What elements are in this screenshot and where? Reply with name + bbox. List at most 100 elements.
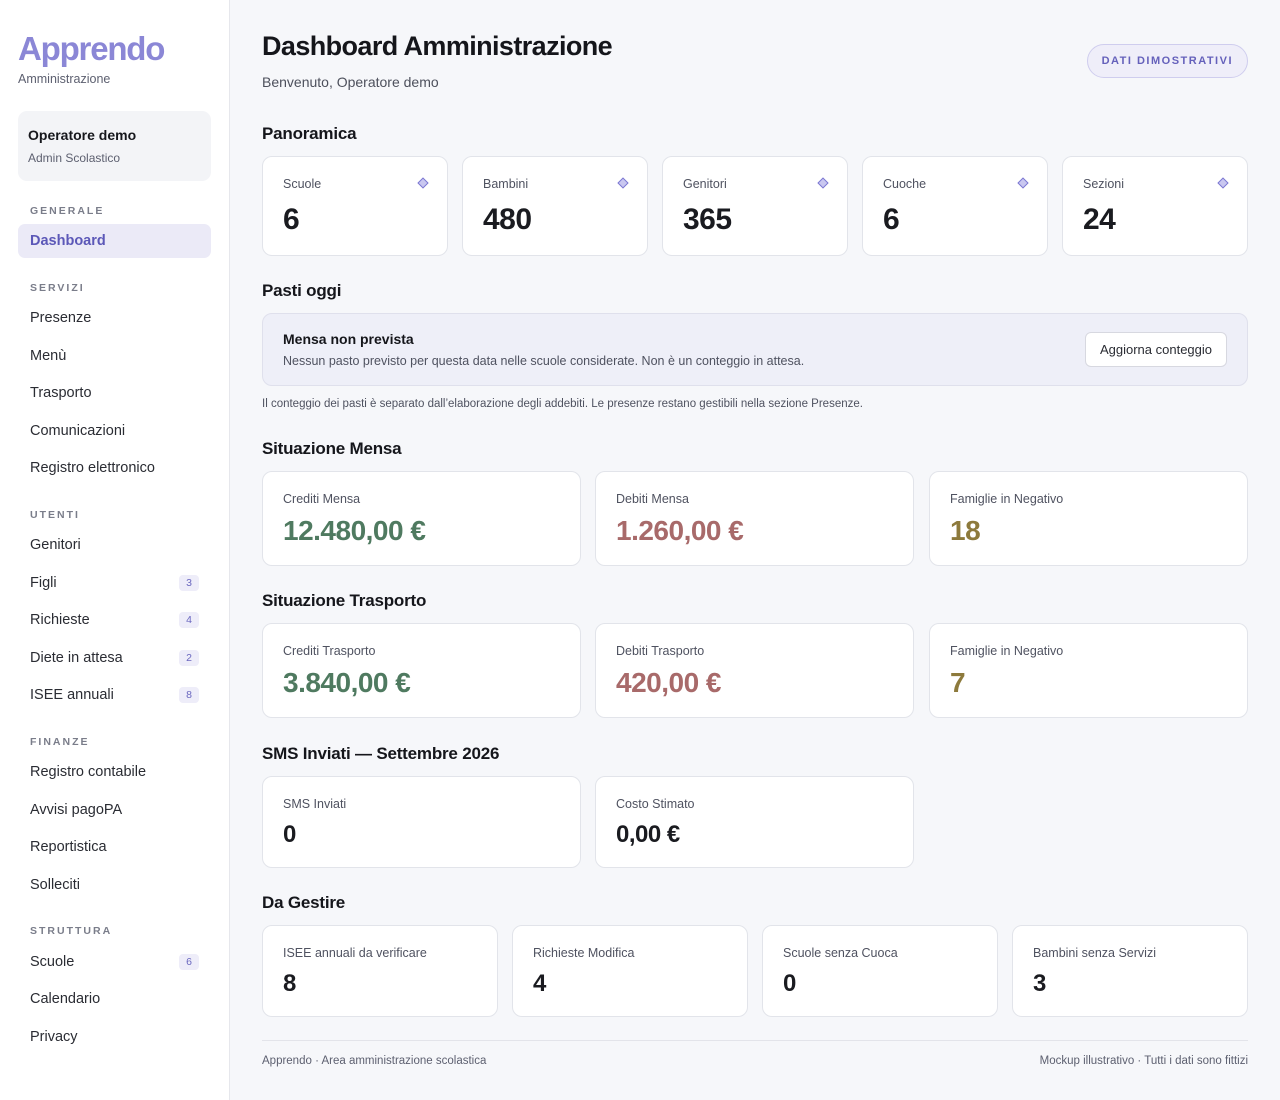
stat-card-debiti-mensa[interactable]: Debiti Mensa 1.260,00 € xyxy=(595,471,914,566)
nav-section-finanze: FINANZE xyxy=(30,736,90,748)
user-name: Operatore demo xyxy=(28,127,137,143)
welcome-text: Benvenuto, Operatore demo xyxy=(262,74,439,90)
stat-label: Bambini xyxy=(483,177,529,191)
stat-card-cuoche[interactable]: Cuoche 6 xyxy=(862,156,1048,256)
sidebar-item-label: Avvisi pagoPA xyxy=(30,802,123,818)
sidebar-item-calendario[interactable]: Calendario xyxy=(18,982,211,1016)
main-content: Dashboard Amministrazione Benvenuto, Ope… xyxy=(262,0,1248,1100)
todo-card-isee[interactable]: ISEE annuali da verificare 8 xyxy=(262,925,498,1017)
footer-left-text: Apprendo · Area amministrazione scolasti… xyxy=(262,1055,487,1067)
stat-value: 0,00 € xyxy=(616,821,680,848)
count-badge: 3 xyxy=(179,575,199,591)
sidebar-item-presenze[interactable]: Presenze xyxy=(18,301,211,335)
sidebar-item-comunicazioni[interactable]: Comunicazioni xyxy=(18,414,211,448)
sidebar-item-avvisi-pagopa[interactable]: Avvisi pagoPA xyxy=(18,793,211,827)
stat-value: 8 xyxy=(283,970,296,997)
brand-subtitle: Amministrazione xyxy=(18,72,111,86)
stat-value: 0 xyxy=(783,970,796,997)
stat-value: 1.260,00 € xyxy=(616,515,744,546)
stat-label: Genitori xyxy=(683,177,727,191)
sidebar-item-isee-annuali[interactable]: ISEE annuali 8 xyxy=(18,678,211,712)
stat-label: Sezioni xyxy=(1083,177,1124,191)
stat-value: 3 xyxy=(1033,970,1046,997)
sidebar-item-figli[interactable]: Figli 3 xyxy=(18,566,211,600)
stat-value: 6 xyxy=(283,203,300,236)
sidebar-item-label: Presenze xyxy=(30,310,92,326)
count-badge: 4 xyxy=(179,612,199,628)
sidebar-item-menu[interactable]: Menù xyxy=(18,339,211,373)
nav-section-utenti: UTENTI xyxy=(30,509,80,521)
diamond-icon xyxy=(1217,177,1229,189)
stat-card-sms-inviati[interactable]: SMS Inviati 0 xyxy=(262,776,581,868)
nav-section-struttura: STRUTTURA xyxy=(30,925,113,937)
stat-value: 24 xyxy=(1083,203,1116,236)
stat-label: Costo Stimato xyxy=(616,797,695,811)
stat-card-debiti-trasporto[interactable]: Debiti Trasporto 420,00 € xyxy=(595,623,914,718)
meal-status-description: Nessun pasto previsto per questa data ne… xyxy=(283,354,805,368)
stat-label: SMS Inviati xyxy=(283,797,347,811)
todo-card-bambini-senza-servizi[interactable]: Bambini senza Servizi 3 xyxy=(1012,925,1248,1017)
sidebar-item-label: Privacy xyxy=(30,1029,78,1045)
stat-label: Cuoche xyxy=(883,177,927,191)
stat-value: 6 xyxy=(883,203,900,236)
refresh-count-button[interactable]: Aggiorna conteggio xyxy=(1084,332,1227,367)
sidebar-item-reportistica[interactable]: Reportistica xyxy=(18,830,211,864)
sidebar-item-label: Menù xyxy=(30,348,67,364)
stat-label: Debiti Trasporto xyxy=(616,644,705,658)
diamond-icon xyxy=(617,177,629,189)
sidebar-item-solleciti[interactable]: Solleciti xyxy=(18,868,211,902)
stat-value: 0 xyxy=(283,821,296,848)
count-badge: 8 xyxy=(179,687,199,703)
stat-value: 420,00 € xyxy=(616,667,722,698)
stat-value: 12.480,00 € xyxy=(283,515,426,546)
sidebar-item-label: Registro contabile xyxy=(30,764,147,780)
stat-label: ISEE annuali da verificare xyxy=(283,946,427,960)
sidebar-item-label: Richieste xyxy=(30,612,90,628)
count-badge: 6 xyxy=(179,954,199,970)
sidebar-item-scuole[interactable]: Scuole 6 xyxy=(18,945,211,979)
sidebar-item-richieste[interactable]: Richieste 4 xyxy=(18,603,211,637)
meal-note: Il conteggio dei pasti è separato dall’e… xyxy=(262,398,863,410)
stat-card-genitori[interactable]: Genitori 365 xyxy=(662,156,848,256)
stat-value: 4 xyxy=(533,970,546,997)
stat-label: Scuole senza Cuoca xyxy=(783,946,898,960)
sidebar-item-label: Solleciti xyxy=(30,877,80,893)
stat-card-famiglie-negativo-trasporto[interactable]: Famiglie in Negativo 7 xyxy=(929,623,1248,718)
sidebar-item-genitori[interactable]: Genitori xyxy=(18,528,211,562)
todo-card-richieste-modifica[interactable]: Richieste Modifica 4 xyxy=(512,925,748,1017)
stat-value: 7 xyxy=(950,667,966,698)
stat-label: Debiti Mensa xyxy=(616,492,689,506)
sidebar-item-label: Figli xyxy=(30,575,57,591)
sidebar-item-diete-in-attesa[interactable]: Diete in attesa 2 xyxy=(18,641,211,675)
meal-status-title: Mensa non prevista xyxy=(283,331,414,347)
todo-card-scuole-senza-cuoca[interactable]: Scuole senza Cuoca 0 xyxy=(762,925,998,1017)
sidebar-item-label: Trasporto xyxy=(30,385,92,401)
brand-logo[interactable]: Apprendo xyxy=(18,30,165,67)
nav-section-servizi: SERVIZI xyxy=(30,282,85,294)
sidebar-item-registro-contabile[interactable]: Registro contabile xyxy=(18,755,211,789)
stat-card-costo-stimato[interactable]: Costo Stimato 0,00 € xyxy=(595,776,914,868)
stat-card-crediti-mensa[interactable]: Crediti Mensa 12.480,00 € xyxy=(262,471,581,566)
sidebar-item-label: Dashboard xyxy=(30,233,106,249)
stat-card-bambini[interactable]: Bambini 480 xyxy=(462,156,648,256)
sidebar-item-label: Registro elettronico xyxy=(30,460,155,476)
stat-label: Crediti Mensa xyxy=(283,492,361,506)
sidebar-item-registro-elettronico[interactable]: Registro elettronico xyxy=(18,451,211,485)
footer-right-text: Mockup illustrativo · Tutti i dati sono … xyxy=(1039,1055,1248,1067)
sidebar-item-privacy[interactable]: Privacy xyxy=(18,1020,211,1054)
stat-card-sezioni[interactable]: Sezioni 24 xyxy=(1062,156,1248,256)
sidebar-item-trasporto[interactable]: Trasporto xyxy=(18,376,211,410)
stat-card-scuole[interactable]: Scuole 6 xyxy=(262,156,448,256)
sidebar-item-label: Comunicazioni xyxy=(30,423,126,439)
sidebar-item-label: Genitori xyxy=(30,537,81,553)
stat-value: 480 xyxy=(483,203,532,236)
stat-label: Scuole xyxy=(283,177,322,191)
user-card: Operatore demo Admin Scolastico xyxy=(18,111,211,181)
stat-label: Crediti Trasporto xyxy=(283,644,376,658)
sidebar-item-dashboard[interactable]: Dashboard xyxy=(18,224,211,258)
stat-card-crediti-trasporto[interactable]: Crediti Trasporto 3.840,00 € xyxy=(262,623,581,718)
stat-card-famiglie-negativo-mensa[interactable]: Famiglie in Negativo 18 xyxy=(929,471,1248,566)
section-title-pasti-oggi: Pasti oggi xyxy=(262,281,342,300)
user-role: Admin Scolastico xyxy=(28,151,121,165)
nav-section-generale: GENERALE xyxy=(30,205,105,217)
